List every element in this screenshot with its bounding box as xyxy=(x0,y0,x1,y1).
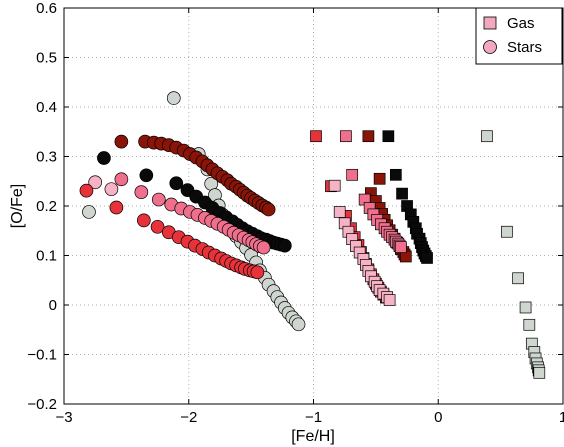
gas-series-6 xyxy=(481,130,546,379)
stars-point xyxy=(88,175,103,190)
stars-point xyxy=(104,182,119,197)
stars-point xyxy=(136,213,151,228)
y-tick-label: 0.1 xyxy=(36,248,57,265)
y-tick-labels: −0.2 −0.1 0 0.1 0.2 0.3 0.4 0.5 0.6 xyxy=(27,0,57,413)
legend: Gas Stars xyxy=(475,7,563,65)
plot-background xyxy=(64,8,563,404)
gas-point xyxy=(310,130,322,143)
stars-point xyxy=(277,238,292,253)
y-tick-label: 0.4 xyxy=(36,99,57,116)
y-tick-label: 0.5 xyxy=(36,50,57,67)
x-tick-labels: −3 −2 −1 0 1 xyxy=(55,409,564,426)
stars-point xyxy=(166,91,181,105)
gas-point xyxy=(523,318,536,331)
stars-series-3 xyxy=(114,172,271,255)
y-tick-label: 0.6 xyxy=(36,0,57,17)
gas-series-9 xyxy=(340,130,407,253)
y-axis-label: [O/Fe] xyxy=(9,184,26,228)
y-tick-label: 0 xyxy=(49,297,57,314)
legend-gas-label: Gas xyxy=(507,15,535,32)
stars-point xyxy=(82,205,96,219)
gas-series-11 xyxy=(328,179,396,306)
plot-frame xyxy=(63,7,564,405)
stars-point xyxy=(114,134,129,149)
stars-series-1 xyxy=(114,134,276,217)
stars-point xyxy=(291,317,306,332)
gas-point xyxy=(396,187,408,200)
gas-point xyxy=(328,179,341,192)
stars-point xyxy=(250,265,265,280)
stars-point xyxy=(256,240,271,255)
gas-point xyxy=(340,130,352,143)
x-axis-label: [Fe/H] xyxy=(291,428,335,445)
gas-point xyxy=(389,168,402,181)
gas-point xyxy=(382,130,395,143)
stars-point xyxy=(97,151,111,165)
stars-series-4 xyxy=(88,175,119,197)
gas-series-8 xyxy=(382,130,433,264)
gas-point xyxy=(501,225,513,238)
gas-point xyxy=(394,241,407,253)
stars-point xyxy=(151,192,166,207)
x-tick-label: −2 xyxy=(180,409,197,426)
stars-point xyxy=(109,200,124,215)
stars-point xyxy=(114,172,129,187)
y-tick-label: −0.2 xyxy=(27,396,57,413)
legend-stars-marker xyxy=(483,40,497,54)
data-points xyxy=(79,91,546,379)
gas-point xyxy=(512,272,524,285)
x-tick-label: 1 xyxy=(559,409,564,426)
y-tick-label: −0.1 xyxy=(27,347,57,364)
x-tick-label: −3 xyxy=(55,409,72,426)
gas-point xyxy=(421,252,433,264)
stars-point xyxy=(139,168,154,183)
stars-point xyxy=(169,176,184,191)
y-tick-label: 0.2 xyxy=(36,198,57,215)
gas-point xyxy=(373,172,386,185)
gas-point xyxy=(383,294,396,306)
gas-point xyxy=(362,130,375,143)
y-tick-label: 0.3 xyxy=(36,149,57,166)
gas-point xyxy=(481,130,493,143)
stars-series-5 xyxy=(79,183,265,280)
gas-point xyxy=(533,366,546,379)
stars-point xyxy=(261,202,276,217)
x-tick-label: 0 xyxy=(434,409,442,426)
legend-stars-label: Stars xyxy=(507,39,542,56)
gas-point xyxy=(333,206,346,218)
x-tick-label: −1 xyxy=(305,409,322,426)
gas-point xyxy=(346,168,359,181)
legend-gas-marker xyxy=(483,16,497,30)
gas-point xyxy=(519,301,532,314)
stars-point xyxy=(79,183,94,198)
stars-point xyxy=(150,219,165,234)
stars-point xyxy=(134,185,149,199)
